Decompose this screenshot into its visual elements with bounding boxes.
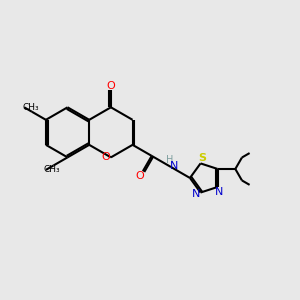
Text: N: N (192, 189, 200, 199)
Text: N: N (215, 187, 223, 197)
Text: CH₃: CH₃ (22, 103, 39, 112)
Text: O: O (106, 81, 115, 91)
Text: CH₃: CH₃ (44, 165, 60, 174)
Text: S: S (198, 153, 206, 163)
Text: O: O (101, 152, 110, 162)
Text: N: N (170, 161, 178, 171)
Text: O: O (136, 171, 144, 181)
Text: H: H (166, 155, 173, 166)
